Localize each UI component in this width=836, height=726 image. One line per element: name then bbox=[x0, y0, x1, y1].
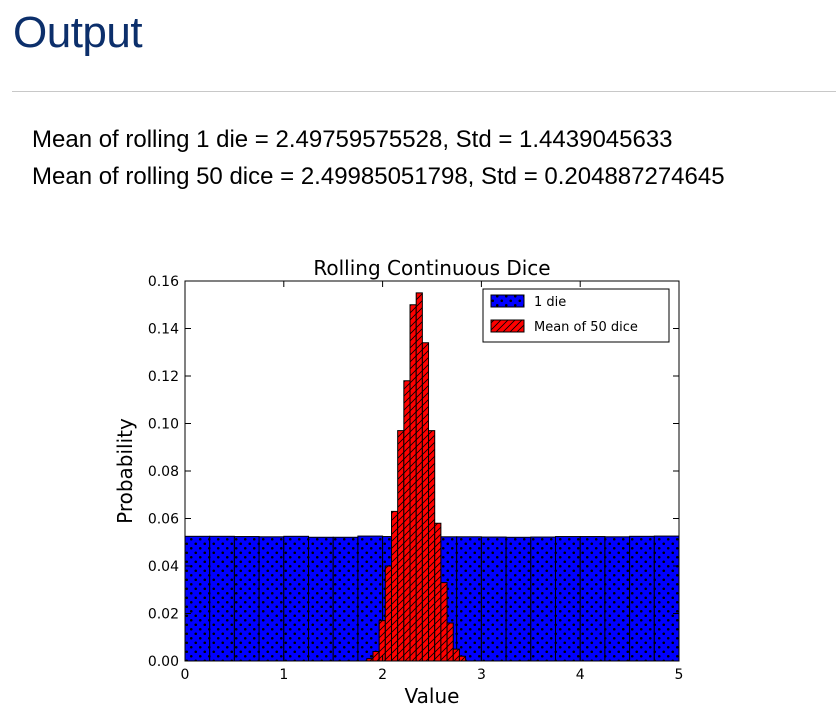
bar-one-die bbox=[456, 536, 482, 662]
bar-mean-fifty-dice bbox=[397, 430, 405, 662]
x-tick-label: 4 bbox=[576, 667, 585, 683]
bar-mean-fifty-dice bbox=[452, 648, 460, 662]
bar-one-die bbox=[258, 536, 285, 662]
series-one-die bbox=[184, 535, 680, 662]
bar-one-die bbox=[629, 535, 655, 662]
bar-mean-fifty-dice bbox=[372, 651, 380, 662]
chart-legend: 1 die Mean of 50 dice bbox=[482, 288, 670, 343]
result-line-fifty-dice: Mean of rolling 50 dice = 2.49985051798,… bbox=[32, 163, 725, 190]
x-tick-label: 3 bbox=[477, 667, 486, 683]
bar-one-die bbox=[209, 535, 235, 662]
chart-title: Rolling Continuous Dice bbox=[313, 256, 550, 280]
bar-mean-fifty-dice bbox=[415, 292, 423, 662]
slide-title: Output bbox=[13, 8, 143, 57]
y-tick-label: 0.10 bbox=[148, 417, 179, 433]
bar-mean-fifty-dice bbox=[403, 380, 411, 662]
bar-one-die bbox=[283, 535, 309, 662]
y-tick-label: 0.00 bbox=[148, 654, 179, 670]
x-tick-label: 5 bbox=[675, 667, 684, 683]
bar-one-die bbox=[233, 536, 260, 662]
title-divider bbox=[12, 91, 836, 92]
y-tick-label: 0.04 bbox=[148, 559, 179, 575]
bar-one-die bbox=[579, 536, 606, 662]
bar-one-die bbox=[505, 536, 532, 662]
y-tick-label: 0.12 bbox=[148, 369, 179, 385]
bar-one-die bbox=[604, 536, 631, 662]
legend-label-one-die: 1 die bbox=[534, 295, 566, 310]
bar-mean-fifty-dice bbox=[446, 622, 454, 662]
y-axis: 0.00 0.02 0.04 0.06 0.08 0.10 0.12 0.14 0.16 bbox=[148, 274, 679, 670]
bar-mean-fifty-dice bbox=[390, 510, 399, 662]
y-tick-label: 0.14 bbox=[148, 322, 179, 338]
bar-one-die bbox=[357, 535, 384, 662]
y-tick-label: 0.06 bbox=[148, 512, 179, 528]
bar-mean-fifty-dice bbox=[434, 522, 442, 662]
x-tick-label: 2 bbox=[378, 667, 387, 683]
bar-one-die bbox=[480, 536, 507, 662]
bar-mean-fifty-dice bbox=[428, 430, 436, 662]
dice-histogram-chart: Rolling Continuous Dice 0.00 0.02 0.04 0.06… bbox=[113, 256, 684, 708]
bar-one-die bbox=[530, 536, 556, 662]
bar-mean-fifty-dice bbox=[421, 342, 430, 662]
result-line-one-die: Mean of rolling 1 die = 2.49759575528, S… bbox=[32, 126, 673, 153]
legend-swatch-fifty-dice bbox=[490, 319, 525, 333]
bar-mean-fifty-dice bbox=[458, 655, 467, 662]
legend-label-fifty-dice: Mean of 50 dice bbox=[534, 320, 638, 335]
x-axis: 0 1 2 3 4 5 bbox=[181, 281, 684, 683]
bar-mean-fifty-dice bbox=[384, 565, 392, 662]
bar-one-die bbox=[184, 535, 211, 662]
legend-swatch-one-die bbox=[490, 294, 525, 308]
bar-one-die bbox=[308, 536, 334, 662]
y-tick-label: 0.08 bbox=[148, 464, 179, 480]
bar-one-die bbox=[555, 536, 581, 662]
x-axis-label: Value bbox=[405, 684, 460, 708]
x-tick-label: 1 bbox=[279, 667, 288, 683]
x-tick-label: 0 bbox=[181, 667, 190, 683]
y-axis-label: Probability bbox=[113, 418, 137, 524]
bar-mean-fifty-dice bbox=[440, 582, 448, 662]
bar-mean-fifty-dice bbox=[409, 304, 417, 662]
bar-one-die bbox=[653, 535, 680, 662]
y-tick-label: 0.02 bbox=[148, 607, 179, 623]
bar-one-die bbox=[332, 536, 359, 662]
y-tick-label: 0.16 bbox=[148, 274, 179, 290]
bar-mean-fifty-dice bbox=[378, 620, 386, 662]
